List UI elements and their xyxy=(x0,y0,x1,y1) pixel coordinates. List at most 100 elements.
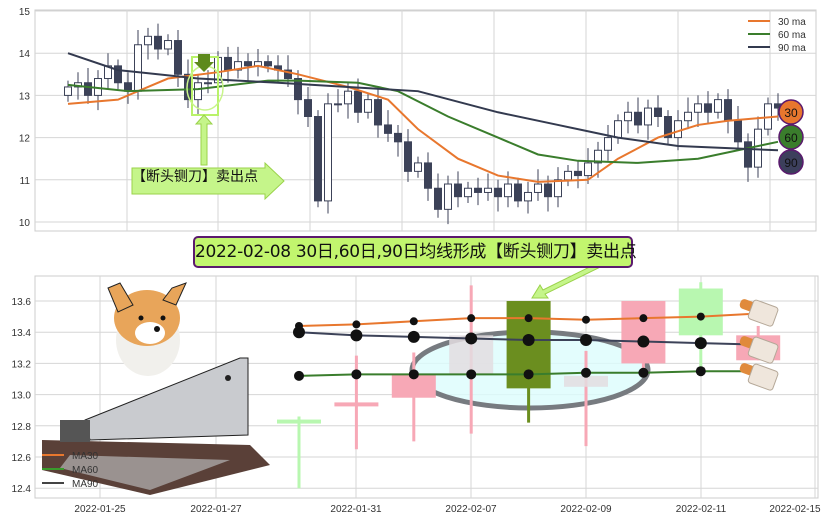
y-tick-label: 13.6 xyxy=(12,297,32,308)
candle-body xyxy=(664,116,672,139)
candle-body xyxy=(634,111,642,126)
candle-body xyxy=(324,103,332,202)
x-tick-label: 2022-01-31 xyxy=(330,504,382,515)
candle-body xyxy=(264,61,272,67)
ma90-point xyxy=(350,329,363,342)
ma-badge-90 xyxy=(778,149,804,175)
ma60-point xyxy=(638,367,649,378)
ma60-point xyxy=(294,370,304,381)
candle-body xyxy=(304,99,312,118)
guillotine-base-plate xyxy=(60,455,230,490)
ma90-line xyxy=(67,52,779,152)
candle-body xyxy=(444,183,452,210)
ma30-point xyxy=(352,320,361,329)
y-tick-label: 12.8 xyxy=(12,422,32,433)
candle-body xyxy=(544,183,552,198)
y-tick-label: 15 xyxy=(19,7,31,18)
corgi-ear-left xyxy=(107,282,134,313)
candle-body xyxy=(174,40,182,75)
ma30-point xyxy=(409,317,418,326)
candle-body xyxy=(277,419,321,424)
ma60-point xyxy=(695,366,706,377)
candle-body xyxy=(564,170,572,181)
y-tick-label: 12.4 xyxy=(12,484,32,495)
ma30-point xyxy=(524,314,533,323)
candle-body xyxy=(384,124,392,134)
candle-body xyxy=(594,149,602,164)
blade-hole xyxy=(225,375,231,381)
cleaver-icon xyxy=(739,299,779,327)
candle-body xyxy=(674,120,682,139)
candle-body xyxy=(334,103,342,106)
candle-body xyxy=(434,187,442,210)
ma90-point xyxy=(522,334,535,346)
candle-body xyxy=(684,111,692,122)
ma30-line xyxy=(67,64,779,183)
candle-body xyxy=(584,162,592,177)
x-tick-label: 2022-02-07 xyxy=(445,504,497,515)
y-tick-label: 12.6 xyxy=(12,453,32,464)
candle-body xyxy=(344,90,352,105)
up-arrow-icon xyxy=(194,114,214,166)
candle-body xyxy=(644,107,652,126)
candle-body xyxy=(754,128,762,168)
candle-body xyxy=(504,183,512,198)
candle-body xyxy=(554,179,562,198)
candle-body xyxy=(621,301,666,364)
candle-body xyxy=(234,61,242,71)
candle-body xyxy=(294,78,302,101)
ma60-line xyxy=(67,79,779,164)
ma-badge-30 xyxy=(778,99,804,125)
legend-label: MA90 xyxy=(72,479,99,490)
y-tick-label: 11 xyxy=(20,176,31,187)
legend-label: 90 ma xyxy=(778,43,806,54)
ma-badge-label: 60 xyxy=(784,131,798,145)
candle-body xyxy=(394,132,402,143)
candle-body xyxy=(524,191,532,202)
candle-body xyxy=(534,183,542,193)
candle-body xyxy=(654,107,662,117)
candle-body xyxy=(514,183,522,202)
ma90-point xyxy=(580,334,592,346)
candle-body xyxy=(391,374,436,398)
candle-body xyxy=(574,170,582,177)
candle-body xyxy=(224,56,232,71)
ma-badge-label: 90 xyxy=(784,156,798,170)
candle-body xyxy=(164,40,172,50)
ma90-point xyxy=(637,335,650,348)
y-tick-label: 10 xyxy=(19,218,31,229)
ma-badge-60 xyxy=(778,124,804,150)
corgi-eye xyxy=(138,315,144,321)
x-tick-label: 2022-02-11 xyxy=(676,504,727,515)
candle-body xyxy=(154,35,162,50)
cleaver-blade xyxy=(747,363,779,391)
cleaver-blade xyxy=(747,299,779,327)
sell-signal-banner: 2022-02-08 30日,60日,90日均线形成【断头铡刀】卖出点 xyxy=(193,236,637,268)
x-tick-label: 2022-01-25 xyxy=(74,504,126,515)
ma30-point xyxy=(696,312,705,321)
x-tick-label: 2022-02-15 xyxy=(769,504,821,515)
ma90-point xyxy=(407,330,420,343)
candle-body xyxy=(334,402,379,407)
candle-body xyxy=(374,99,382,126)
candle-body xyxy=(484,187,492,193)
x-tick-label: 2022-01-27 xyxy=(190,504,242,515)
candle-body xyxy=(614,120,622,139)
legend-label: 60 ma xyxy=(778,30,806,41)
corgi-eye xyxy=(160,315,166,321)
down-arrow-icon xyxy=(194,54,214,72)
ma60-point xyxy=(408,369,419,380)
candle-body xyxy=(204,82,212,85)
cleaver-blade xyxy=(747,336,779,364)
candle-body xyxy=(354,90,362,113)
candle-body xyxy=(694,103,702,113)
candle-body xyxy=(244,61,252,67)
y-tick-label: 14 xyxy=(19,49,31,60)
top-plot-area xyxy=(34,9,817,232)
y-tick-label: 12 xyxy=(19,134,31,145)
candle-body xyxy=(144,35,152,46)
ma30-point xyxy=(639,314,648,323)
candle-body xyxy=(114,65,122,84)
callout-arrow-icon xyxy=(131,161,285,201)
x-tick-label: 2022-02-09 xyxy=(560,504,612,515)
